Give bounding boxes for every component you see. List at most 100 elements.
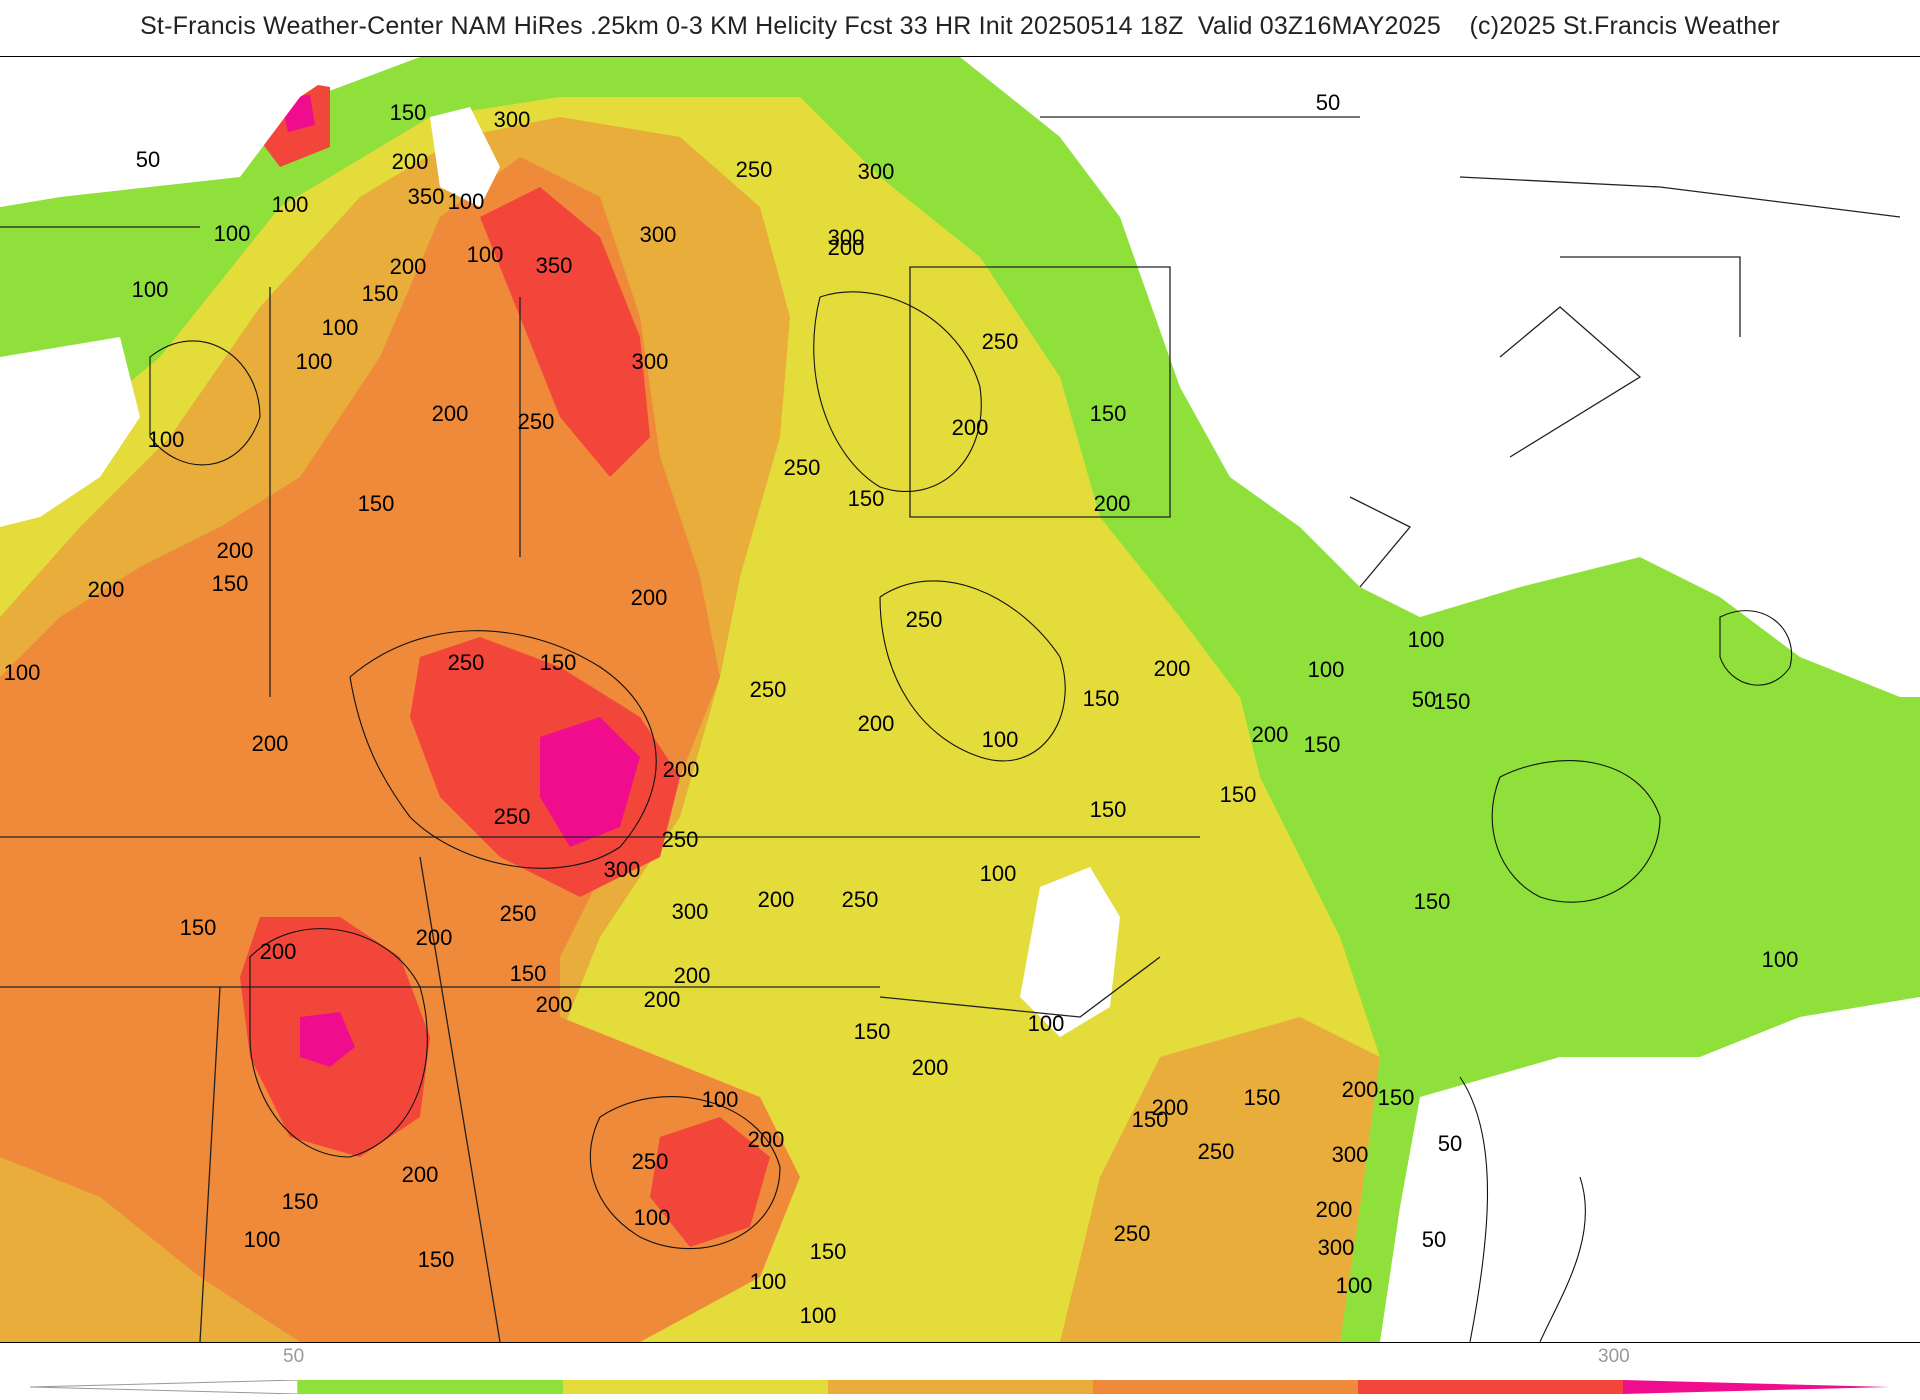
contour-label: 200: [1094, 491, 1131, 516]
contour-label: 250: [906, 607, 943, 632]
boundary-line: [1499, 306, 1642, 458]
contour-line: [589, 1096, 781, 1250]
contour-label: 150: [1378, 1085, 1415, 1110]
contour-label: 150: [1132, 1107, 1169, 1132]
gap-nw: [0, 57, 360, 207]
contour-label: 100: [1308, 657, 1345, 682]
contour-label: 150: [510, 961, 547, 986]
contour-label: 100: [4, 660, 41, 685]
contour-label: 100: [322, 315, 359, 340]
contour-label: 200: [88, 577, 125, 602]
contour-label: 50: [1412, 687, 1436, 712]
colorbar-seg-gold: [828, 1380, 1093, 1394]
contour-label: 150: [1414, 889, 1451, 914]
colorbar-seg-orange: [1093, 1380, 1358, 1394]
contour-label: 200: [952, 415, 989, 440]
contour-label: 200: [402, 1162, 439, 1187]
contour-label: 200: [260, 939, 297, 964]
contour-label: 250: [632, 1149, 669, 1174]
contour-line: [249, 928, 428, 1158]
contour-label: 200: [663, 757, 700, 782]
contour-label: 150: [540, 650, 577, 675]
contour-label: 100: [214, 221, 251, 246]
contour-label: 200: [390, 254, 427, 279]
legend-tick-300: 300: [1598, 1346, 1630, 1367]
boundary-line: [1349, 496, 1412, 588]
contour-line: [349, 630, 657, 869]
contour-label: 200: [252, 731, 289, 756]
contour-label: 100: [148, 427, 185, 452]
field-magenta-2: [300, 1012, 355, 1067]
contour-label: 50: [1422, 1227, 1446, 1252]
contour-label: 150: [390, 100, 427, 125]
contour-label: 50: [1316, 90, 1340, 115]
field-gold-se: [1060, 1017, 1380, 1342]
contour-label: 200: [1152, 1095, 1189, 1120]
field-red-4: [650, 1117, 770, 1247]
contour-label: 300: [1332, 1142, 1369, 1167]
contour-label: 50: [1438, 1131, 1462, 1156]
contour-label: 250: [518, 409, 555, 434]
boundary-line: [1459, 176, 1901, 218]
helicity-contours: [149, 291, 1793, 1342]
contour-label: 300: [828, 225, 865, 250]
gap-center: [1020, 867, 1120, 1037]
contour-label: 200: [217, 538, 254, 563]
contour-label: 150: [418, 1247, 455, 1272]
chart-title: St-Francis Weather-Center NAM HiRes .25k…: [140, 12, 1780, 40]
field-magenta-1: [540, 717, 640, 847]
contour-label: 150: [854, 1019, 891, 1044]
contour-label: 300: [632, 349, 669, 374]
contour-label: 250: [500, 901, 537, 926]
contour-label: 250: [1114, 1221, 1151, 1246]
boundary-line: [1560, 256, 1741, 337]
gap-w: [0, 337, 140, 527]
contour-label: 300: [672, 899, 709, 924]
contour-line: [879, 580, 1066, 762]
colorbar-seg-green: [298, 1380, 563, 1394]
contour-label: 100: [244, 1227, 281, 1252]
boundary-line: [909, 266, 1171, 518]
contour-line: [1491, 760, 1661, 903]
contour-line: [149, 340, 261, 466]
contour-label: 150: [180, 915, 217, 940]
contour-label: 200: [392, 149, 429, 174]
contour-label: 200: [1316, 1197, 1353, 1222]
contour-label: 150: [1083, 686, 1120, 711]
contour-label: 250: [494, 804, 531, 829]
contour-label: 150: [810, 1239, 847, 1264]
contour-label: 100: [982, 727, 1019, 752]
contour-label: 200: [631, 585, 668, 610]
contour-label: 150: [362, 281, 399, 306]
contour-label: 300: [858, 159, 895, 184]
contour-label: 200: [858, 711, 895, 736]
contour-label: 200: [416, 925, 453, 950]
contour-label: 200: [1252, 722, 1289, 747]
contour-label: 100: [1762, 947, 1799, 972]
contour-label: 50: [136, 147, 160, 172]
colorbar-right-tip: [1623, 1380, 1890, 1394]
contour-line: [1459, 1076, 1488, 1342]
legend-tick-50: 50: [283, 1346, 305, 1367]
contour-label: 150: [282, 1189, 319, 1214]
contour-label: 200: [432, 401, 469, 426]
contour-label: 100: [1336, 1273, 1373, 1298]
contour-label: 250: [982, 329, 1019, 354]
contour-label: 100: [1028, 1011, 1065, 1036]
contour-label: 200: [912, 1055, 949, 1080]
contour-label: 100: [980, 861, 1017, 886]
contour-label: 150: [358, 491, 395, 516]
contour-label: 100: [800, 1303, 837, 1328]
contour-label: 300: [604, 857, 641, 882]
field-red-3: [480, 187, 650, 477]
contour-label: 300: [494, 107, 531, 132]
boundary-line: [879, 956, 1161, 1018]
legend-colorbar: [29, 1379, 1890, 1395]
contour-label: 150: [1090, 401, 1127, 426]
contour-label: 300: [640, 222, 677, 247]
contour-label: 200: [536, 992, 573, 1017]
contour-label: 150: [848, 486, 885, 511]
contour-label: 250: [448, 650, 485, 675]
contour-label: 100: [1408, 627, 1445, 652]
